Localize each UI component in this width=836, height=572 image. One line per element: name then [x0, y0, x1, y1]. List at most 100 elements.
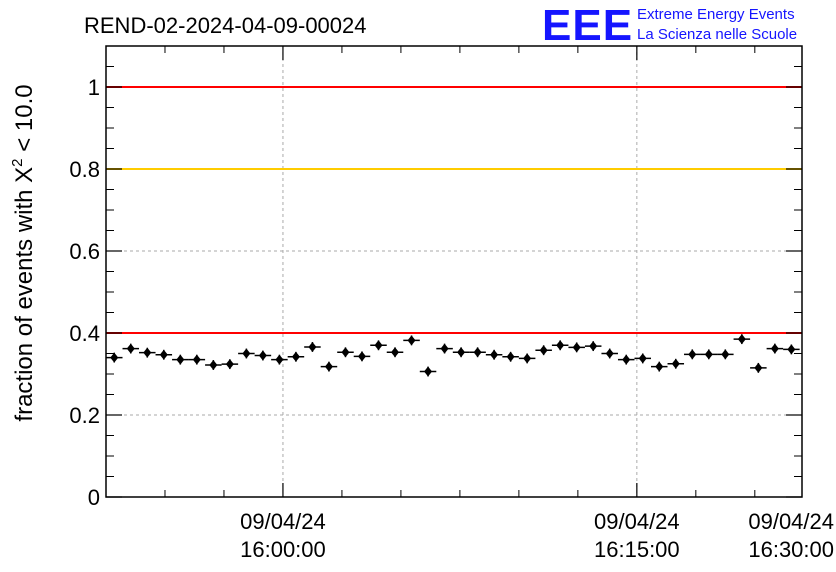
- data-point: [188, 354, 206, 365]
- logo-line-1: Extreme Energy Events: [637, 6, 795, 23]
- axes: 0 0.2 0.4 0.6 0.8 1 09/04/24 16:00:00 09/04/24 16…: [69, 45, 834, 562]
- x-tick-label-date: 09/04/24: [240, 509, 326, 534]
- x-tick-label-time: 16:30:00: [748, 537, 834, 562]
- y-axis-label-tail: < 10.0: [11, 84, 38, 158]
- y-tick-label: 0.8: [69, 157, 100, 182]
- y-axis-label: fraction of events with X2 < 10.0: [9, 84, 38, 421]
- y-axis-label-sup: 2: [9, 158, 26, 166]
- point-marker: [721, 349, 730, 360]
- data-point: [634, 353, 652, 364]
- y-axis-label-main: fraction of events with X: [11, 167, 38, 422]
- data-point: [518, 353, 536, 364]
- y-tick-label: 0.6: [69, 239, 100, 264]
- point-marker: [754, 362, 763, 373]
- point-marker: [225, 359, 234, 370]
- logo-mark: EEE: [542, 1, 633, 50]
- data-point: [205, 359, 222, 370]
- point-marker: [110, 352, 119, 363]
- data-point: [139, 347, 156, 358]
- data-point: [783, 344, 800, 355]
- x-tick-label-date: 09/04/24: [594, 509, 680, 534]
- point-marker: [341, 347, 350, 358]
- point-marker: [671, 358, 680, 369]
- data-point: [667, 358, 685, 369]
- y-tick-label: 1: [88, 75, 100, 100]
- data-point: [320, 361, 338, 372]
- data-point: [617, 354, 635, 365]
- point-marker: [308, 341, 317, 352]
- x-tick-label-time: 16:15:00: [594, 537, 680, 562]
- point-marker: [688, 349, 697, 360]
- point-marker: [473, 347, 482, 358]
- point-marker: [589, 341, 598, 352]
- point-marker: [737, 334, 746, 345]
- point-marker: [770, 343, 779, 354]
- eee-logo: EEE Extreme Energy Events La Scienza nel…: [542, 1, 797, 50]
- point-marker: [275, 354, 284, 365]
- chart-title: REND-02-2024-04-09-00024: [84, 13, 367, 38]
- data-point: [386, 347, 404, 358]
- y-tick-label: 0.4: [69, 321, 100, 346]
- data-point: [469, 347, 486, 358]
- data-point: [584, 341, 602, 352]
- data-point: [337, 347, 354, 358]
- point-marker: [704, 349, 713, 360]
- point-marker: [638, 353, 647, 364]
- data-point: [568, 342, 585, 353]
- point-marker: [440, 343, 449, 354]
- point-marker: [258, 350, 267, 361]
- logo-line-2: La Scienza nelle Scuole: [637, 26, 797, 43]
- point-marker: [391, 347, 400, 358]
- data-point: [733, 334, 751, 345]
- data-point: [221, 359, 239, 370]
- y-tick-label: 0: [88, 485, 100, 510]
- point-marker: [572, 342, 581, 353]
- point-marker: [490, 349, 499, 360]
- point-marker: [787, 344, 796, 355]
- point-marker: [407, 335, 416, 346]
- data-point: [436, 343, 453, 354]
- data-point: [304, 341, 321, 352]
- data-point: [535, 345, 552, 356]
- x-tick-label-date: 09/04/24: [748, 509, 834, 534]
- data-point: [254, 350, 272, 361]
- point-marker: [374, 340, 383, 351]
- point-marker: [291, 351, 300, 362]
- data-point: [353, 351, 371, 362]
- point-marker: [242, 348, 251, 359]
- point-marker: [556, 340, 565, 351]
- data-point: [122, 343, 140, 354]
- grid: [106, 46, 802, 497]
- data-point: [403, 335, 420, 346]
- point-marker: [324, 361, 333, 372]
- data-point: [601, 348, 618, 359]
- point-marker: [506, 351, 515, 362]
- plot-frame: [105, 45, 803, 498]
- point-marker: [622, 354, 631, 365]
- point-marker: [159, 349, 168, 360]
- data-point: [700, 349, 718, 360]
- data-point: [551, 340, 569, 351]
- data-point: [502, 351, 519, 362]
- data-point: [419, 366, 437, 377]
- reference-lines: [106, 86, 802, 334]
- y-tick-label: 0.2: [69, 403, 100, 428]
- data-point: [750, 362, 767, 373]
- data-points: [106, 334, 800, 377]
- data-point: [485, 349, 503, 360]
- data-point: [684, 349, 701, 360]
- point-marker: [126, 343, 135, 354]
- point-marker: [457, 347, 466, 358]
- data-point: [370, 340, 387, 351]
- data-point: [452, 347, 470, 358]
- point-marker: [192, 354, 201, 365]
- data-point: [238, 348, 255, 359]
- point-marker: [424, 366, 433, 377]
- point-marker: [655, 361, 664, 372]
- point-marker: [176, 354, 185, 365]
- data-point: [287, 351, 305, 362]
- point-marker: [605, 348, 614, 359]
- data-point: [766, 343, 784, 354]
- point-marker: [357, 351, 366, 362]
